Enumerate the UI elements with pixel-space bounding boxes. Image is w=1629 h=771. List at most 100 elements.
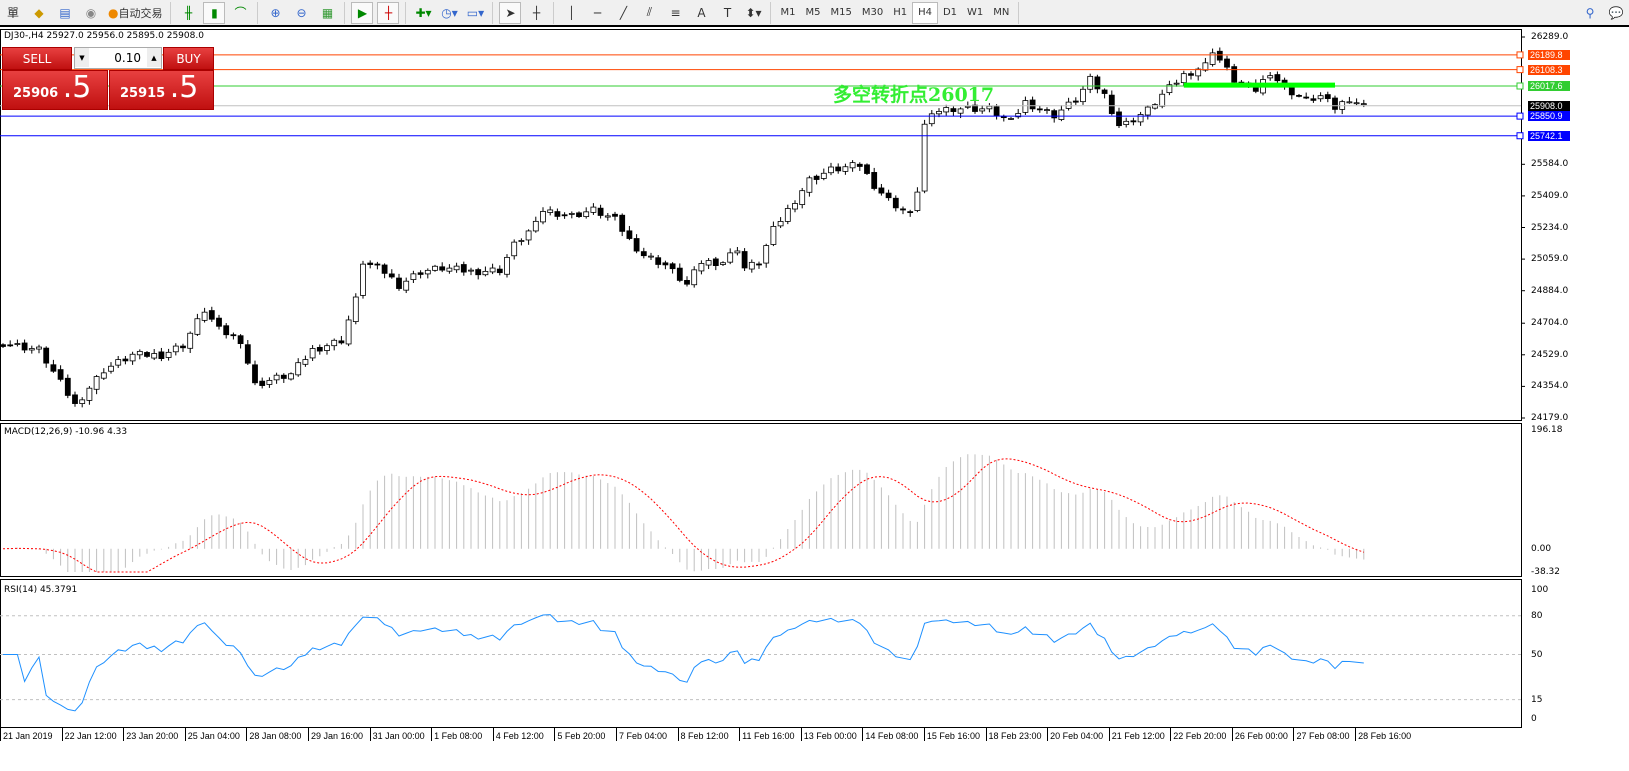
candle-body [1130, 120, 1137, 123]
candle-body [928, 113, 935, 125]
time-label: 22 Feb 20:00 [1170, 728, 1232, 741]
lot-size-input[interactable]: 0.10 [74, 47, 162, 69]
candle-body [640, 251, 647, 257]
candle-body [1224, 58, 1230, 68]
channel-icon[interactable]: ⫽ [646, 5, 653, 19]
periods-icon[interactable]: ◷▾ [441, 5, 458, 20]
signal-icon[interactable]: ◉ [85, 5, 97, 20]
candle-body [489, 267, 496, 273]
candle-body [936, 110, 942, 115]
price-axis-label: 25409.0 [1531, 190, 1569, 201]
one-click-trade-panel: SELL 0.10 ▼ ▲ BUY 25906 .5 25915 .5 [2, 47, 214, 110]
timeframe-w1[interactable]: W1 [967, 7, 984, 18]
candle-body [878, 187, 885, 194]
chat-icon[interactable]: 💬 [1608, 5, 1624, 20]
buy-button[interactable]: BUY [163, 47, 214, 70]
sell-price-frac: .5 [62, 70, 92, 105]
candle-body [972, 104, 978, 112]
search-icon[interactable]: ⚲ [1585, 5, 1595, 20]
candle-body [165, 351, 172, 358]
gold-icon[interactable]: ◆ [34, 5, 44, 20]
price-axis-label: 24179.0 [1531, 413, 1569, 423]
rsi-panel-border [0, 579, 1522, 728]
separator [1018, 1, 1020, 24]
timeframe-h1[interactable]: H1 [893, 7, 908, 18]
indicators-icon[interactable]: ✚▾ [415, 5, 432, 20]
zoom-in-icon[interactable]: ⊕ [270, 5, 281, 20]
zoom-out-icon[interactable]: ⊖ [296, 5, 307, 20]
timeframe-d1[interactable]: D1 [942, 7, 958, 18]
sell-price[interactable]: 25906 .5 [2, 70, 108, 110]
price-axis-label: 24884.0 [1531, 285, 1569, 296]
time-label: 25 Jan 04:00 [184, 728, 247, 741]
rsi-axis-label: 80 [1531, 610, 1543, 621]
candle-body [705, 260, 712, 266]
candle-body [439, 266, 446, 271]
lot-increase-button[interactable]: ▲ [147, 48, 161, 67]
templates-icon[interactable]: ▭▾ [466, 5, 485, 20]
candle-body [1324, 94, 1331, 99]
cursor-icon[interactable]: ➤ [499, 1, 522, 24]
fibonacci-icon[interactable]: ≡ [670, 5, 681, 20]
candle-body [79, 399, 86, 404]
timeframe-m1[interactable]: M1 [780, 7, 796, 18]
horizontal-line-icon[interactable]: ─ [593, 5, 602, 20]
candle-body [864, 164, 870, 174]
auto-scroll-icon[interactable]: ▶ [351, 1, 374, 24]
text-icon[interactable]: A [697, 5, 706, 20]
candle-body [1137, 114, 1144, 123]
crosshair-icon[interactable]: ┼ [532, 5, 541, 20]
candle-body [820, 172, 827, 179]
chart-area[interactable] [0, 29, 1629, 729]
bar-chart-icon[interactable]: ╫ [184, 5, 193, 20]
buy-price[interactable]: 25915 .5 [109, 70, 214, 110]
timeframe-m15[interactable]: M15 [830, 7, 852, 18]
vertical-line-icon[interactable]: │ [567, 5, 576, 20]
candle-body [655, 257, 662, 265]
candle-body [93, 376, 100, 390]
lot-decrease-button[interactable]: ▼ [75, 48, 89, 67]
candle-body [712, 258, 719, 267]
level-handle [1516, 66, 1524, 74]
candle-body [1353, 102, 1360, 105]
candle-body [1195, 68, 1202, 77]
candle-body [799, 190, 806, 205]
tile-icon[interactable]: ▦ [321, 5, 334, 20]
candle-body [252, 364, 258, 384]
timeframe-m30[interactable]: M30 [861, 7, 884, 18]
candle-body [1029, 99, 1036, 110]
timeframe-mn[interactable]: MN [993, 7, 1010, 18]
candle-body [108, 365, 114, 372]
candle-body [259, 380, 266, 386]
candle-body [360, 263, 366, 296]
candle-body [288, 373, 294, 380]
trendline-icon[interactable]: ╱ [619, 5, 628, 20]
chart-shift-icon[interactable]: ┼ [377, 1, 400, 24]
time-label: 14 Feb 08:00 [862, 728, 924, 741]
candle-body [921, 123, 928, 192]
candle-body [352, 296, 359, 322]
label-icon[interactable]: T [723, 5, 732, 20]
arrows-icon[interactable]: ⬍▾ [745, 5, 762, 20]
candle-body [720, 262, 726, 265]
candle-body [1123, 120, 1130, 125]
candle-body [604, 215, 611, 218]
candle-body [475, 269, 482, 276]
timeframe-m5[interactable]: M5 [805, 7, 821, 18]
candle-body [172, 345, 179, 353]
chart-annotation[interactable]: 多空转折点26017 [833, 84, 995, 106]
timeframe-h4[interactable]: H4 [912, 1, 938, 24]
sell-button[interactable]: SELL [2, 47, 72, 70]
candle-chart-icon[interactable]: ▮ [203, 1, 226, 24]
server-icon[interactable]: ▤ [59, 5, 71, 20]
candle-body [158, 351, 165, 359]
price-axis-label: 24529.0 [1531, 349, 1569, 360]
candle-body [1080, 88, 1086, 103]
macd-panel-border [0, 423, 1522, 577]
candle-body [532, 220, 539, 232]
macd-axis-label: 196.18 [1531, 425, 1563, 435]
menu-fragment[interactable]: 單 [6, 6, 19, 20]
auto-trade-button[interactable]: ● 自动交易 [106, 2, 164, 24]
candle-body [669, 263, 676, 270]
line-chart-icon[interactable]: ⌒ [234, 6, 247, 20]
